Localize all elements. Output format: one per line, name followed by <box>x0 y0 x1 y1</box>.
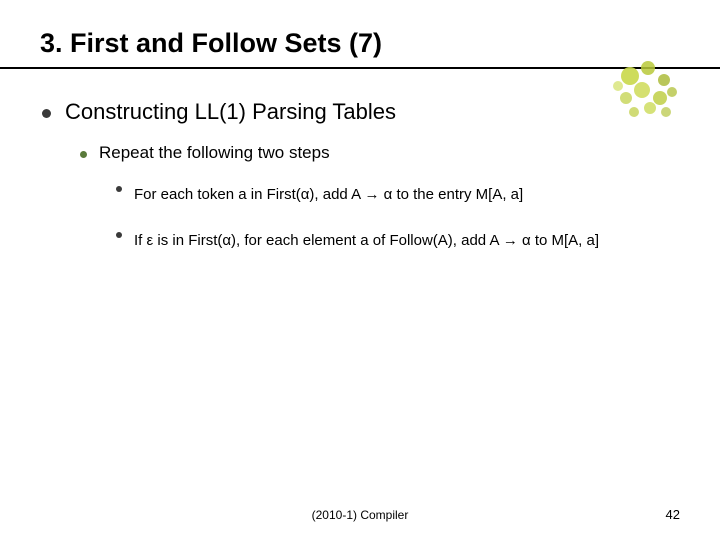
bullet-text: Repeat the following two steps <box>99 143 330 163</box>
deco-circle <box>621 67 639 85</box>
bullet-level3: If ε is in First(α), for each element a … <box>116 225 680 257</box>
deco-circle <box>641 61 655 75</box>
bullet-text: For each token a in First(α), add A → α … <box>134 179 523 211</box>
page-number: 42 <box>666 507 680 522</box>
footer-center: (2010-1) Compiler <box>0 508 720 522</box>
bullet-icon <box>80 151 87 158</box>
bullet-level3: For each token a in First(α), add A → α … <box>116 179 680 211</box>
deco-circle <box>661 107 671 117</box>
bullet-level2: Repeat the following two steps <box>80 143 680 163</box>
slide-title: 3. First and Follow Sets (7) <box>40 28 680 59</box>
slide: 3. First and Follow Sets (7) Constructin… <box>0 0 720 540</box>
deco-circle <box>613 81 623 91</box>
decorative-circles <box>572 58 692 138</box>
deco-circle <box>653 91 667 105</box>
deco-circle <box>658 74 670 86</box>
bullet-icon <box>42 109 51 118</box>
deco-circle <box>667 87 677 97</box>
deco-circle <box>634 82 650 98</box>
deco-circle <box>644 102 656 114</box>
deco-circle <box>620 92 632 104</box>
bullet-icon <box>116 232 122 238</box>
deco-circle <box>629 107 639 117</box>
bullet-text: If ε is in First(α), for each element a … <box>134 225 599 257</box>
bullet-text: Constructing LL(1) Parsing Tables <box>65 99 396 125</box>
bullet-icon <box>116 186 122 192</box>
